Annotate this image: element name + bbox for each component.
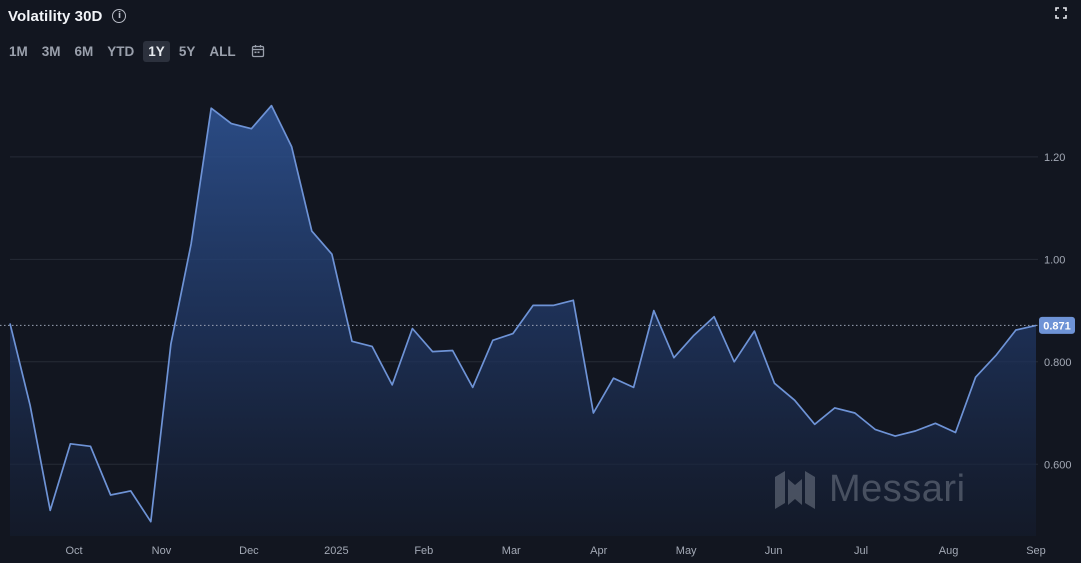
x-tick-label: Dec xyxy=(239,545,259,557)
info-icon[interactable]: i xyxy=(112,9,127,23)
x-tick-label: Mar xyxy=(502,545,521,557)
x-tick-label: Apr xyxy=(590,545,607,557)
range-6m-button[interactable]: 6M xyxy=(74,43,94,59)
current-value-label: 0.871 xyxy=(1043,320,1071,332)
x-tick-label: May xyxy=(676,545,697,557)
y-tick-label: 1.00 xyxy=(1044,254,1065,266)
range-all-button[interactable]: ALL xyxy=(209,43,236,59)
watermark-text: Messari xyxy=(829,468,966,510)
messari-watermark: Messari xyxy=(775,468,966,511)
range-5y-button[interactable]: 5Y xyxy=(178,43,196,59)
chart-title: Volatility 30D xyxy=(8,7,103,25)
chart-header: Volatility 30D i xyxy=(8,6,127,26)
x-tick-label: Jun xyxy=(765,545,783,557)
calendar-icon[interactable] xyxy=(251,44,265,58)
series-line xyxy=(9,104,1037,523)
expand-icon[interactable] xyxy=(1055,7,1067,19)
x-tick-label: Nov xyxy=(152,545,172,557)
y-tick-label: 0.600 xyxy=(1044,459,1072,471)
x-tick-label: Aug xyxy=(939,545,959,557)
range-1m-button[interactable]: 1M xyxy=(9,43,28,59)
x-axis: Oct Nov Dec 2025 Feb Mar Apr May Jun Jul Aug Sep xyxy=(65,545,1045,557)
x-tick-label: Sep xyxy=(1026,545,1046,557)
range-ytd-button[interactable]: YTD xyxy=(107,43,135,59)
messari-logo-icon xyxy=(775,470,815,509)
current-value-badge-bg xyxy=(1039,316,1075,334)
x-tick-label: Feb xyxy=(414,545,433,557)
range-1y-button[interactable]: 1Y xyxy=(143,40,170,62)
range-selector: 1M 3M 6M YTD 1Y 5Y ALL xyxy=(4,39,265,63)
y-tick-label: 0.800 xyxy=(1044,357,1072,369)
x-tick-label: Oct xyxy=(65,545,82,557)
y-axis: 0.600 0.800 1.00 1.20 xyxy=(1044,152,1072,471)
current-value-badge: 0.871 xyxy=(1039,316,1075,334)
range-3m-button[interactable]: 3M xyxy=(41,43,61,59)
x-tick-label: 2025 xyxy=(324,545,348,557)
x-tick-label: Jul xyxy=(854,545,868,557)
y-tick-label: 1.20 xyxy=(1044,152,1065,164)
